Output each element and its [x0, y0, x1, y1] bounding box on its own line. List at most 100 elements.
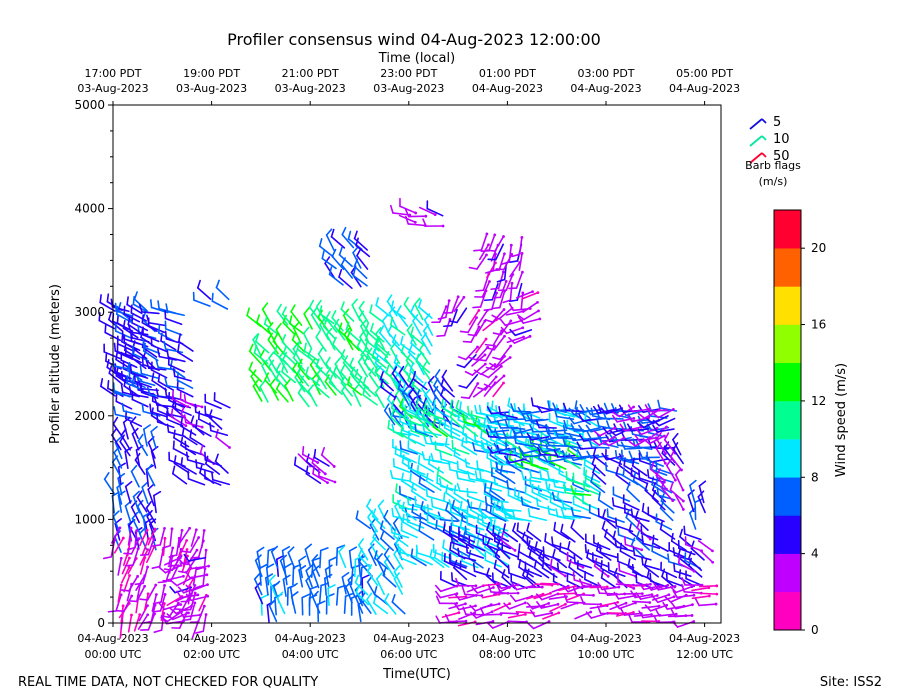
wind-barb-dot	[146, 604, 149, 608]
wind-barb-feather	[661, 568, 666, 578]
wind-barb-shaft	[597, 499, 614, 510]
wind-barb-feather	[119, 434, 125, 443]
wind-barb-shaft	[338, 550, 347, 569]
wind-barb-feather	[593, 430, 601, 437]
wind-barb-feather	[167, 564, 177, 568]
wind-barb-shaft	[129, 331, 149, 336]
wind-barb-feather	[352, 246, 359, 254]
wind-barb-shaft	[410, 470, 426, 482]
wind-barb-dot	[186, 405, 190, 409]
wind-barb-shaft	[443, 560, 461, 570]
wind-barb-feather	[311, 554, 319, 562]
wind-barb-dot	[189, 592, 193, 596]
wind-barb-shaft	[433, 417, 450, 428]
wind-barb-shaft	[506, 461, 523, 473]
wind-barb-shaft	[689, 484, 696, 503]
wind-barb-feather	[318, 237, 323, 247]
wind-barb-shaft	[565, 409, 585, 413]
wind-barb-feather	[585, 424, 592, 433]
wind-barb-feather	[355, 510, 359, 520]
wind-barb-shaft	[205, 463, 221, 475]
wind-barb-shaft	[480, 478, 499, 485]
wind-barb-shaft	[465, 613, 484, 616]
wind-barb-feather	[120, 383, 124, 394]
wind-barb-feather	[584, 410, 587, 420]
wind-barb-shaft	[415, 360, 431, 374]
wind-barb-dot	[673, 478, 677, 482]
wind-barb-shaft	[407, 223, 426, 227]
wind-barb-feather	[379, 520, 384, 530]
wind-barb-feather	[114, 302, 118, 312]
wind-barb-feather	[489, 482, 493, 492]
wind-barb-feather	[586, 549, 590, 559]
wind-barb-shaft	[303, 350, 320, 362]
wind-barb-shaft	[157, 380, 175, 391]
wind-barb-feather	[504, 419, 509, 429]
wind-barb-shaft	[126, 303, 143, 315]
wind-barb-shaft	[359, 566, 363, 586]
wind-barb-shaft	[400, 343, 416, 355]
wind-barb-shaft	[147, 528, 156, 546]
wind-barb-dot	[502, 374, 506, 378]
wind-barb-feather	[496, 278, 506, 283]
wind-barb-shaft	[176, 577, 193, 587]
wind-barb-shaft	[496, 545, 511, 560]
wind-barb-feather	[667, 553, 670, 563]
wind-barb-dot	[503, 334, 506, 338]
legend-barb-feather	[761, 135, 767, 141]
wind-barb-shaft	[375, 578, 385, 596]
wind-barb-shaft	[683, 591, 703, 594]
wind-barb-feather	[259, 349, 265, 358]
wind-barb-dot	[520, 252, 524, 255]
wind-barb-shaft	[171, 612, 190, 621]
wind-barb-shaft	[522, 318, 541, 324]
wind-barb-feather	[486, 406, 493, 415]
wind-barb-feather	[492, 504, 495, 514]
wind-barb-feather	[449, 541, 452, 551]
wind-barb-shaft	[490, 439, 508, 448]
wind-barb-dot	[690, 585, 694, 588]
wind-barb-shaft	[150, 411, 168, 418]
wind-barb-feather	[483, 308, 493, 312]
wind-barb-shaft	[442, 531, 459, 543]
wind-barb-feather	[459, 401, 462, 411]
wind-barb-dot	[692, 593, 696, 597]
wind-barb-shaft	[522, 448, 542, 455]
wind-barb-shaft	[516, 529, 534, 540]
wind-barb-shaft	[402, 521, 419, 532]
wind-barb-shaft	[528, 515, 548, 522]
wind-barb-feather	[442, 523, 446, 533]
wind-barb-shaft	[593, 565, 610, 578]
wind-barb-feather	[196, 279, 201, 289]
wind-barb-shaft	[398, 372, 410, 388]
wind-barb-feather	[432, 385, 439, 394]
wind-barb-shaft	[343, 595, 347, 614]
wind-barb-shaft	[432, 426, 449, 438]
wind-barb-feather	[255, 333, 260, 343]
wind-barb-shaft	[438, 305, 448, 324]
wind-barb-feather	[678, 554, 681, 565]
wind-barb-feather	[211, 471, 214, 481]
wind-barb-dot	[707, 594, 711, 598]
wind-barb-shaft	[489, 512, 507, 522]
wind-barb-feather	[591, 455, 596, 465]
wind-barb-dot	[200, 425, 204, 429]
wind-barb-dot	[516, 583, 520, 587]
wind-barb-shaft	[386, 398, 400, 414]
wind-barb-feather	[539, 470, 543, 480]
wind-barb-shaft	[549, 566, 566, 577]
wind-barb-shaft	[634, 593, 653, 599]
wind-barb-feather	[164, 330, 168, 340]
wind-barb-shaft	[605, 407, 624, 415]
wind-barb-feather	[110, 298, 114, 308]
wind-barb-dot	[564, 602, 567, 606]
wind-barb-shaft	[297, 365, 310, 381]
wind-barb-shaft	[191, 620, 199, 639]
wind-barb-shaft	[124, 485, 132, 504]
wind-barb-shaft	[489, 489, 505, 501]
wind-barb-shaft	[441, 376, 454, 392]
x-tick-time: 02:00 UTC	[183, 648, 240, 661]
wind-barb-feather	[662, 601, 669, 610]
wind-barb-shaft	[652, 542, 669, 553]
wind-barb-shaft	[267, 328, 277, 345]
